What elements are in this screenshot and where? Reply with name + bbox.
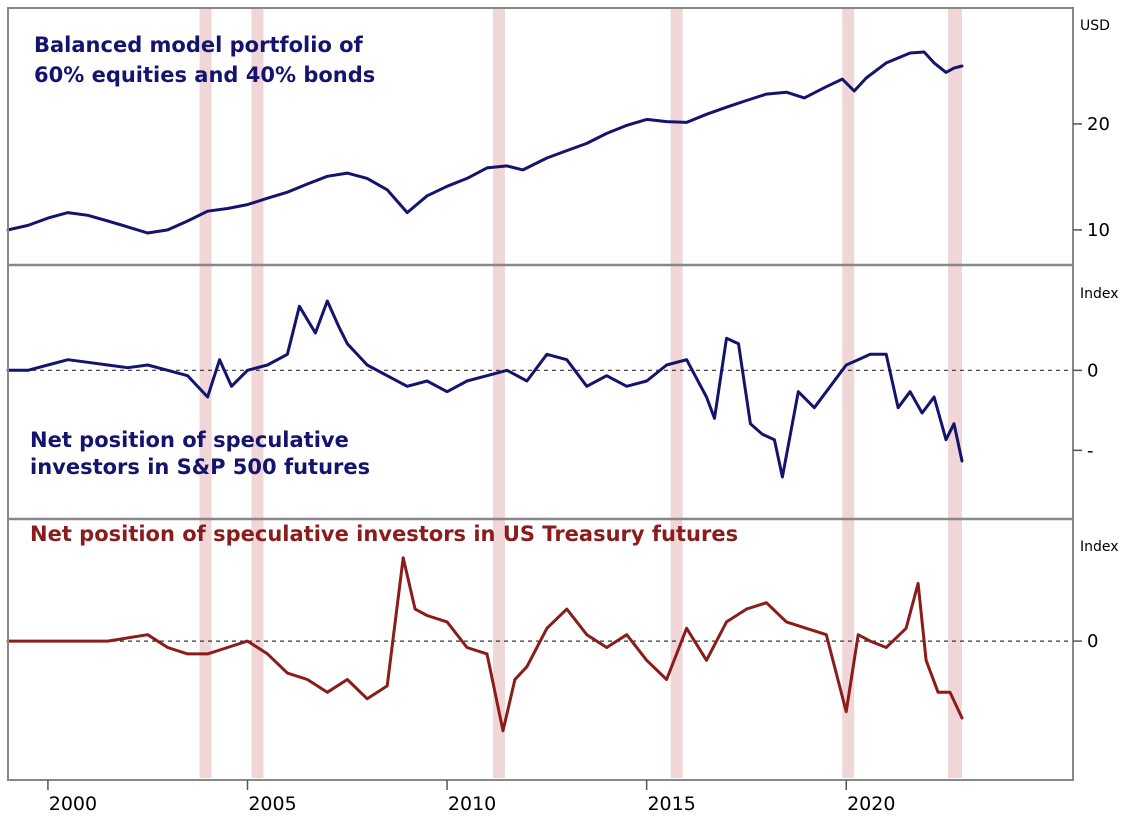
panel-titles: Balanced model portfolio of 60% equities … <box>30 33 738 546</box>
zero-lines <box>8 369 1073 642</box>
unit-label-1: USD <box>1080 18 1110 34</box>
shaded-period-3 <box>492 8 505 778</box>
shaded-periods <box>199 8 962 778</box>
shaded-period-6 <box>948 8 962 778</box>
panel-title-1-line-1: Balanced model portfolio of <box>34 33 364 57</box>
unit-label-2: Index <box>1080 286 1119 302</box>
series-line-1 <box>6 50 964 235</box>
plot-border <box>7 7 1074 781</box>
series-line-3 <box>6 556 964 733</box>
y-tick-label-1-1: 10 <box>1087 220 1110 241</box>
series-line-2 <box>6 299 964 479</box>
shaded-period-2 <box>251 8 264 778</box>
x-tick-label-3: 2010 <box>448 793 496 815</box>
x-tick-label-4: 2015 <box>647 793 695 815</box>
y-tick-label-3-1: 0 <box>1087 631 1098 652</box>
x-tick-label-2: 2005 <box>248 793 296 815</box>
panel-title-1-line-2: 60% equities and 40% bonds <box>34 63 375 87</box>
panel-title-2-line-2: investors in S&P 500 futures <box>30 455 370 479</box>
series-lines <box>6 50 964 733</box>
x-tick-label-5: 2020 <box>847 793 895 815</box>
unit-label-3: Index <box>1080 539 1119 555</box>
y-tick-label-2-1: 0 <box>1087 360 1098 381</box>
chart-frame <box>7 7 1074 781</box>
shaded-period-5 <box>842 8 855 778</box>
shaded-period-4 <box>670 8 683 778</box>
panel-title-2-line-1: Net position of speculative <box>30 428 349 452</box>
y-tick-label-1-2: 20 <box>1087 114 1110 135</box>
y-tick-label-2-2: - <box>1087 440 1094 461</box>
x-tick-label-1: 2000 <box>49 793 97 815</box>
panel-title-3-line-1: Net position of speculative investors in… <box>30 522 738 546</box>
axis-ticks: USD 10 20 Index 0 - Index 0 2000 2005 2010 2015 2020 <box>47 18 1119 815</box>
